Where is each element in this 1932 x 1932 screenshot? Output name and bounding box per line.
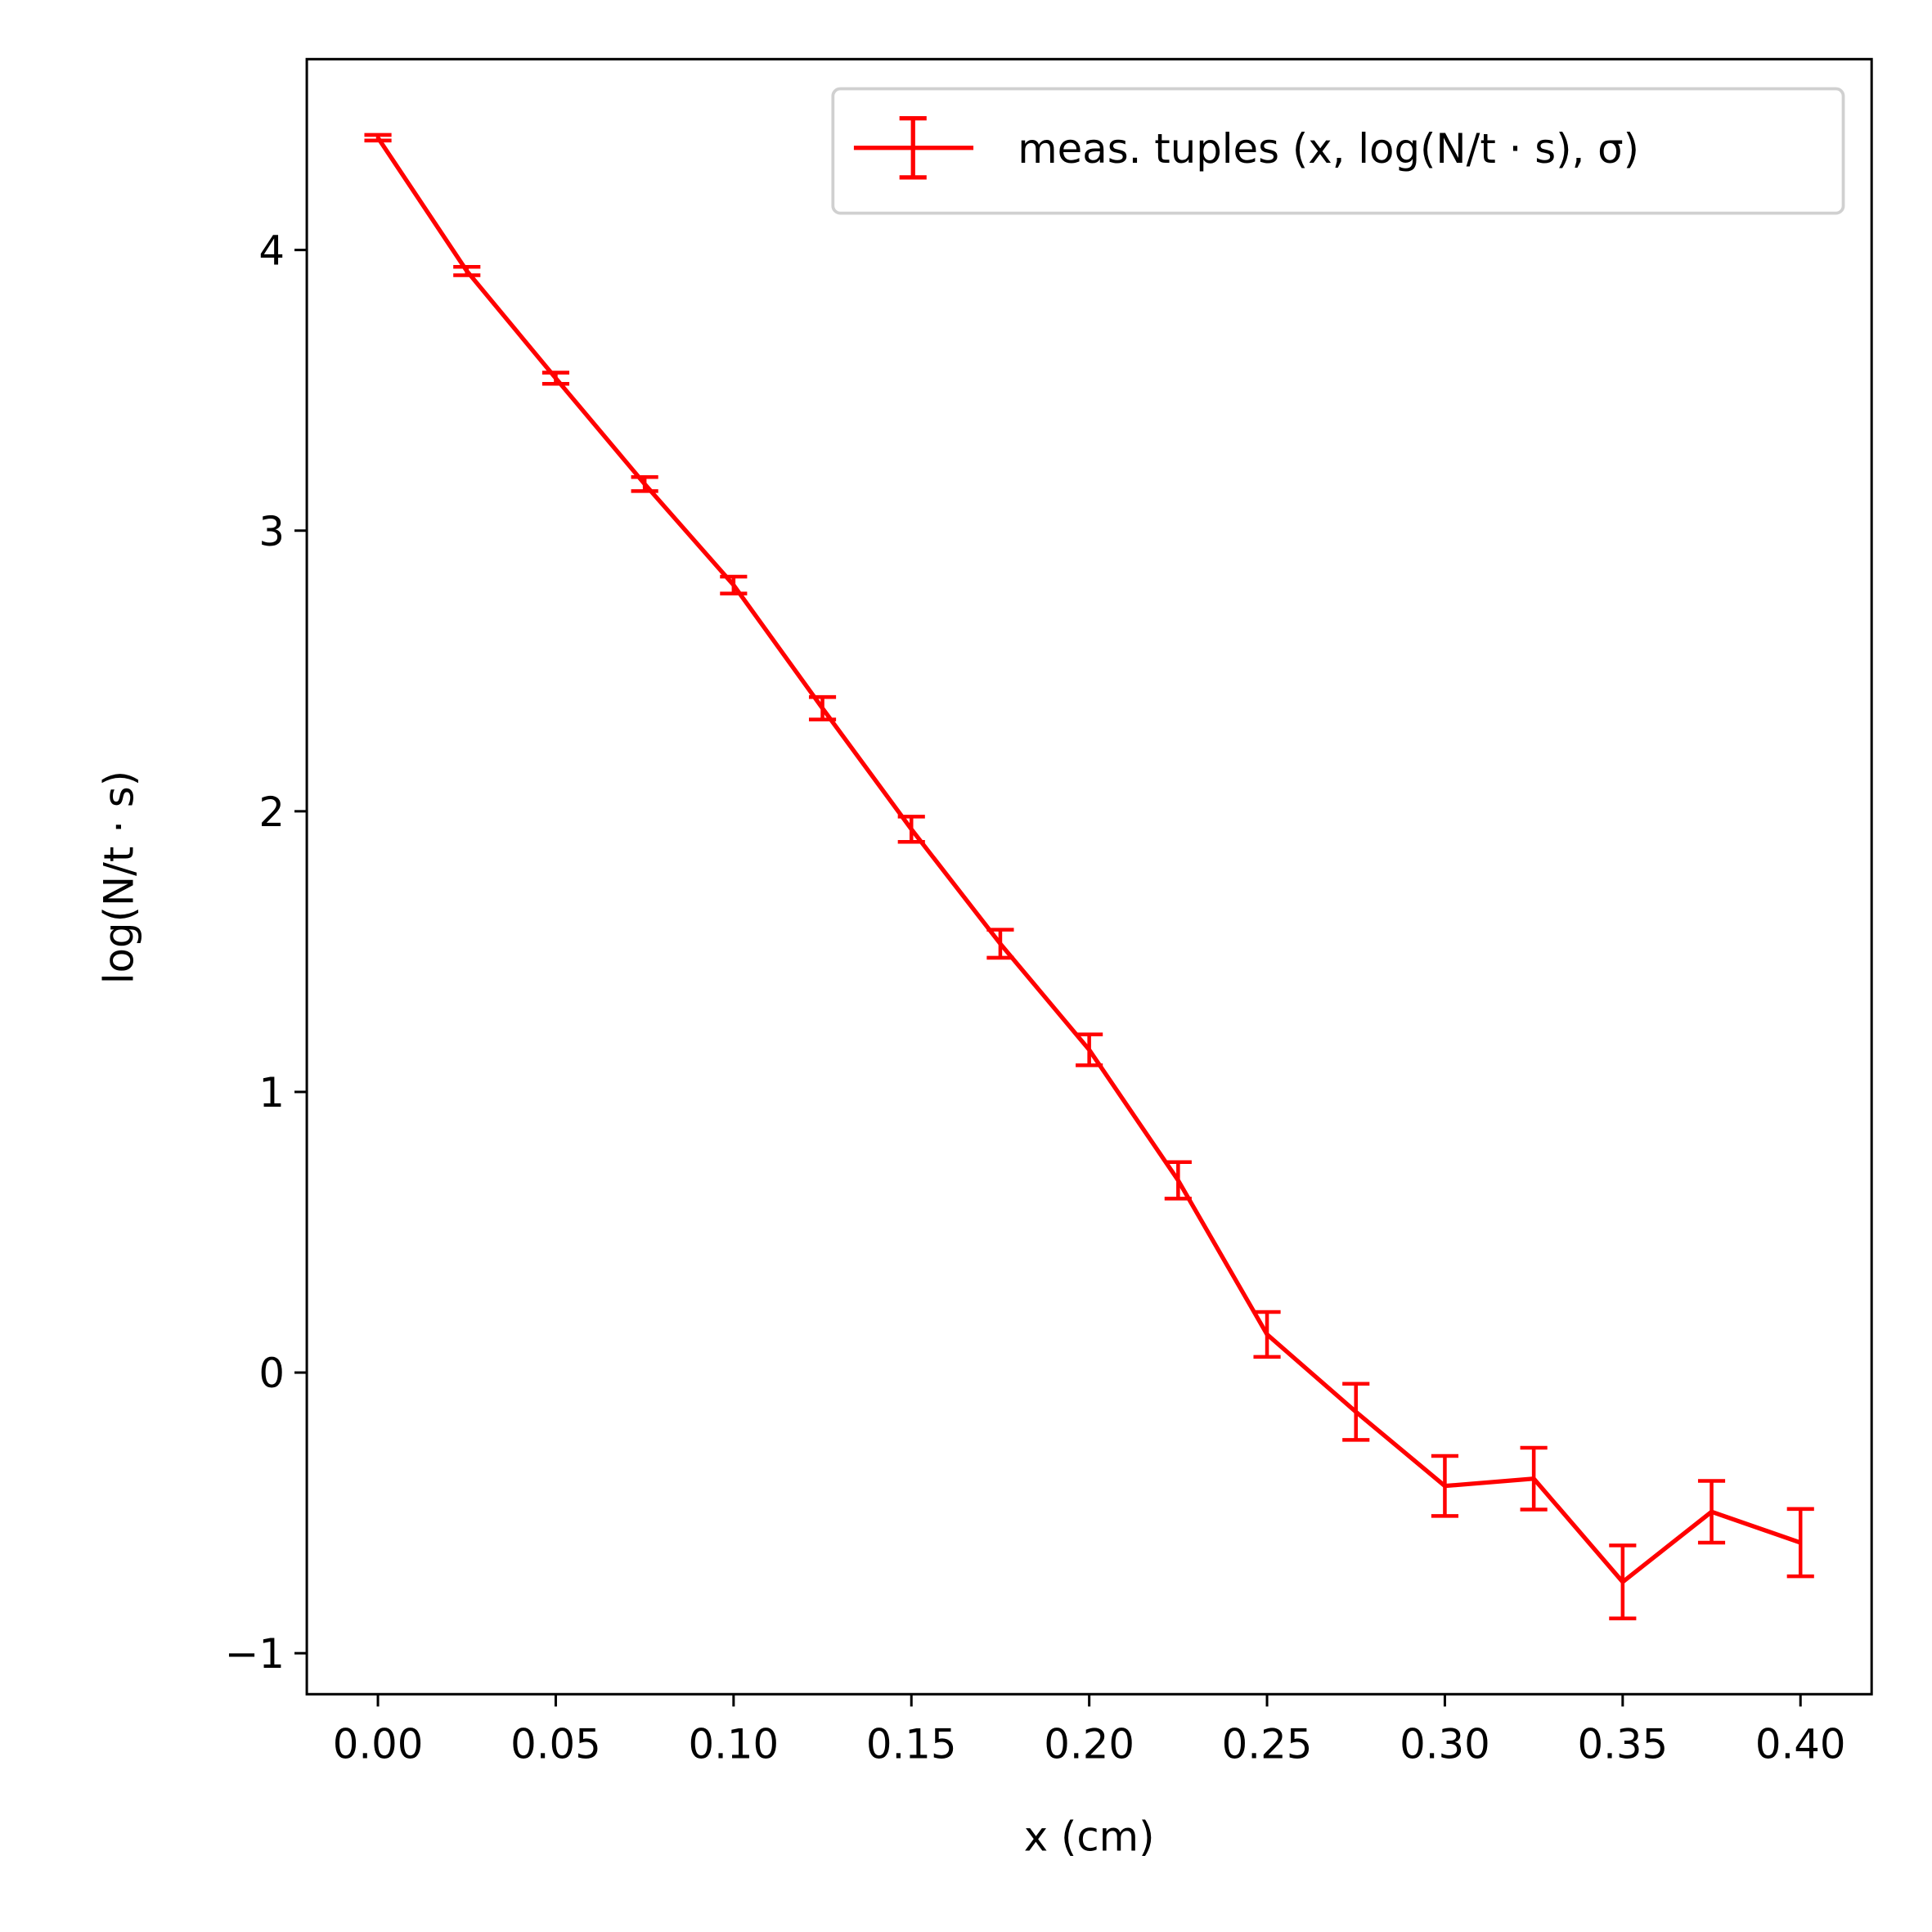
error-bar	[541, 371, 570, 386]
error-bar	[1342, 1382, 1370, 1442]
error-bar	[808, 694, 837, 721]
legend-swatch	[853, 115, 974, 180]
x-tick-label: 0.10	[689, 1721, 780, 1768]
y-tick-label: 4	[258, 227, 285, 275]
x-tick-label: 0.30	[1400, 1721, 1490, 1768]
x-tick-label: 0.15	[866, 1721, 957, 1768]
y-tick-label: −1	[225, 1630, 285, 1678]
error-bar	[986, 928, 1014, 960]
error-bar	[1431, 1453, 1459, 1518]
legend-label: meas. tuples (x, log(N/t · s), σ)	[1018, 125, 1639, 173]
error-bar	[1164, 1160, 1192, 1201]
y-tick-label: 1	[258, 1069, 285, 1117]
error-bar	[453, 264, 481, 277]
x-axis-label: x (cm)	[1024, 1813, 1155, 1861]
error-bar	[897, 815, 925, 844]
legend-box	[831, 87, 1845, 215]
x-tick-label: 0.25	[1222, 1721, 1313, 1768]
y-tick-label: 2	[258, 789, 285, 836]
x-tick-label: 0.00	[333, 1721, 424, 1768]
error-bar	[1786, 1507, 1814, 1579]
plot-frame	[305, 57, 1873, 1696]
x-tick-label: 0.40	[1755, 1721, 1846, 1768]
error-bar	[631, 474, 658, 493]
x-tick-label: 0.05	[510, 1721, 601, 1768]
error-bar	[364, 133, 392, 143]
y-tick-label: 3	[258, 508, 285, 555]
error-bar	[720, 574, 748, 595]
error-bar	[1609, 1543, 1637, 1620]
x-tick-label: 0.35	[1577, 1721, 1668, 1768]
error-bar	[1520, 1445, 1548, 1512]
y-axis-label: log(N/t · s)	[96, 771, 143, 984]
x-tick-label: 0.20	[1044, 1721, 1134, 1768]
error-bar	[1697, 1479, 1726, 1545]
y-tick-label: 0	[258, 1350, 285, 1397]
error-bar	[1253, 1310, 1281, 1359]
error-bar	[1076, 1032, 1103, 1067]
